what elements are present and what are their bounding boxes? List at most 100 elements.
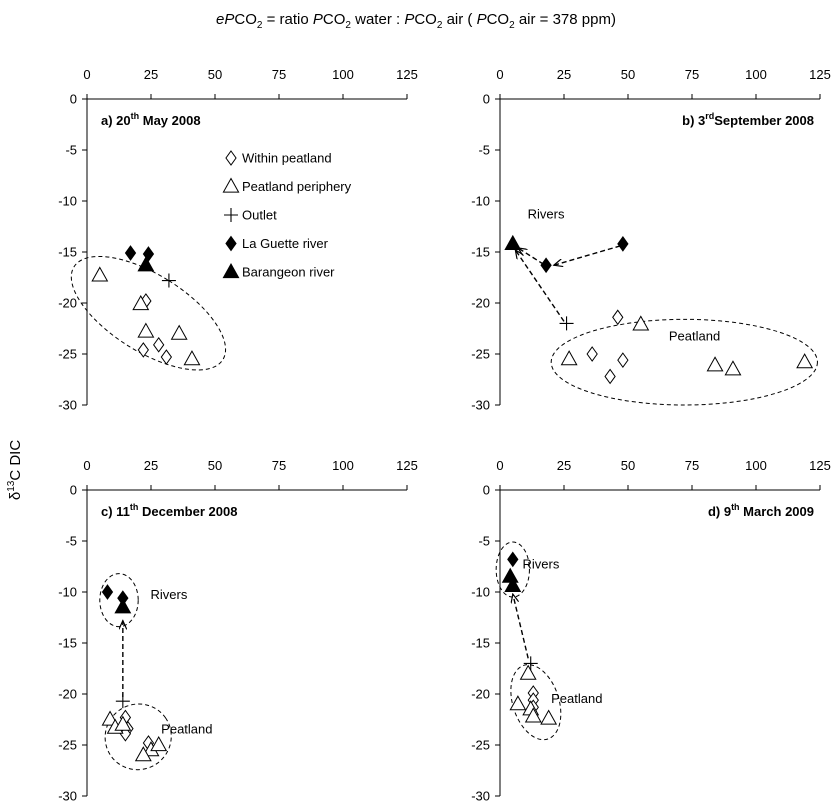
panel-c: 0 25 50 75 100 125 0 -5 -10 -15 -20 -25 -30 c) 11th D… bbox=[58, 458, 418, 801]
y-tick-label: -25 bbox=[58, 738, 77, 753]
legend-item: Outlet bbox=[224, 208, 277, 223]
legend-label: La Guette river bbox=[242, 236, 329, 251]
y-tick-label: -20 bbox=[471, 687, 490, 702]
y-tick-label: -30 bbox=[58, 398, 77, 413]
y-tick-label: 0 bbox=[483, 483, 490, 498]
x-tick-label: 0 bbox=[83, 458, 90, 473]
legend-label: Outlet bbox=[242, 208, 277, 223]
data-point-plus bbox=[559, 316, 574, 331]
data-point-diamond-filled bbox=[540, 257, 552, 274]
y-tick-label: -15 bbox=[58, 245, 77, 260]
panel-title: b) 3rdSeptember 2008 bbox=[682, 111, 814, 128]
x-tick-label: 25 bbox=[144, 458, 158, 473]
data-point-triangle-open bbox=[150, 735, 168, 752]
y-axis-label: δ13C DIC bbox=[6, 440, 24, 500]
data-point-triangle-filled bbox=[504, 234, 522, 250]
x-tick-label: 25 bbox=[557, 67, 571, 82]
data-point-triangle-filled bbox=[501, 567, 519, 583]
legend-label: Barangeon river bbox=[242, 265, 335, 280]
data-point-plus bbox=[523, 656, 538, 671]
annotation-label: Rivers bbox=[150, 587, 187, 602]
panel-d: 0 25 50 75 100 125 0 -5 -10 -15 -20 -25 -30 d) 9th Ma… bbox=[471, 458, 831, 801]
x-tick-label: 100 bbox=[745, 458, 767, 473]
annotation-label: Rivers bbox=[528, 206, 565, 221]
data-point-diamond-open bbox=[604, 368, 616, 385]
x-tick-label: 125 bbox=[396, 67, 418, 82]
y-tick-label: -15 bbox=[471, 245, 490, 260]
legend-marker-diamond-filled bbox=[225, 235, 237, 252]
annotation-label: Peatland bbox=[669, 329, 720, 344]
data-point-triangle-open bbox=[183, 350, 201, 366]
y-tick-label: 0 bbox=[70, 483, 77, 498]
legend-marker-triangle-filled bbox=[222, 262, 240, 279]
data-point-diamond-open bbox=[160, 349, 173, 365]
x-tick-label: 50 bbox=[621, 67, 635, 82]
y-tick-label: -20 bbox=[471, 296, 490, 311]
legend-item: Peatland periphery bbox=[222, 177, 352, 194]
trend-arrow bbox=[554, 245, 621, 265]
y-tick-label: -10 bbox=[58, 194, 77, 209]
x-tick-label: 50 bbox=[208, 458, 222, 473]
y-tick-label: -30 bbox=[471, 789, 490, 801]
panel-title: c) 11th December 2008 bbox=[101, 502, 237, 519]
data-point-triangle-open bbox=[509, 695, 527, 711]
annotation-label: Peatland bbox=[161, 722, 212, 737]
data-point-triangle-open bbox=[632, 315, 650, 331]
x-tick-label: 125 bbox=[809, 67, 831, 82]
legend-item: La Guette river bbox=[225, 235, 329, 252]
x-tick-label: 25 bbox=[557, 458, 571, 473]
data-point-diamond-open bbox=[586, 346, 598, 362]
y-tick-label: -10 bbox=[58, 585, 77, 600]
y-tick-label: -25 bbox=[58, 347, 77, 362]
legend-marker-triangle-open bbox=[222, 177, 240, 193]
y-tick-label: -25 bbox=[471, 347, 490, 362]
panels: 0 25 50 75 100 125 0 -5 -10 -15 -20 -25 -30 a) 20th M… bbox=[58, 67, 831, 801]
data-point-triangle-open bbox=[540, 709, 558, 725]
figure-title: ePCO2 = ratio PCO2 water : PCO2 air ( PC… bbox=[216, 11, 616, 31]
data-point-diamond-filled bbox=[507, 551, 519, 568]
data-point-triangle-open bbox=[519, 664, 537, 680]
legend-item: Barangeon river bbox=[222, 262, 335, 280]
x-tick-label: 75 bbox=[685, 458, 699, 473]
group-ellipse bbox=[550, 318, 818, 406]
panel-title: a) 20th May 2008 bbox=[101, 111, 201, 128]
data-point-triangle-filled bbox=[114, 598, 132, 614]
data-point-triangle-filled bbox=[137, 256, 155, 272]
x-tick-label: 125 bbox=[809, 458, 831, 473]
y-tick-label: 0 bbox=[70, 92, 77, 107]
x-tick-label: 25 bbox=[144, 67, 158, 82]
group-ellipse bbox=[104, 703, 172, 771]
y-tick-label: -20 bbox=[58, 296, 77, 311]
y-tick-label: 0 bbox=[483, 92, 490, 107]
y-tick-label: -15 bbox=[58, 636, 77, 651]
trend-arrow bbox=[513, 594, 529, 659]
annotation-label: Rivers bbox=[523, 556, 560, 571]
data-point-triangle-open bbox=[132, 294, 150, 311]
x-tick-label: 100 bbox=[745, 67, 767, 82]
data-point-triangle-open bbox=[137, 322, 155, 338]
legend-label: Peatland periphery bbox=[242, 179, 352, 194]
y-tick-label: -5 bbox=[478, 534, 490, 549]
y-tick-label: -30 bbox=[471, 398, 490, 413]
x-tick-label: 100 bbox=[332, 458, 354, 473]
x-tick-label: 0 bbox=[496, 67, 503, 82]
panel-title: d) 9th March 2009 bbox=[708, 502, 814, 519]
x-tick-label: 100 bbox=[332, 67, 354, 82]
legend-marker-plus bbox=[224, 208, 238, 222]
annotation-label: Peatland bbox=[551, 691, 602, 706]
data-point-diamond-open bbox=[137, 342, 149, 358]
y-tick-label: -5 bbox=[478, 143, 490, 158]
x-tick-label: 125 bbox=[396, 458, 418, 473]
x-tick-label: 50 bbox=[621, 458, 635, 473]
data-point-diamond-filled bbox=[617, 235, 629, 252]
data-point-triangle-open bbox=[706, 356, 724, 372]
data-point-diamond-open bbox=[612, 309, 624, 326]
legend-item: Within peatland bbox=[225, 150, 332, 166]
data-point-triangle-open bbox=[560, 350, 578, 366]
trend-arrow bbox=[518, 248, 544, 265]
x-tick-label: 75 bbox=[272, 67, 286, 82]
x-tick-label: 0 bbox=[496, 458, 503, 473]
legend-label: Within peatland bbox=[242, 151, 332, 166]
data-point-triangle-open bbox=[114, 715, 132, 731]
legend-marker-diamond-open bbox=[225, 150, 237, 166]
